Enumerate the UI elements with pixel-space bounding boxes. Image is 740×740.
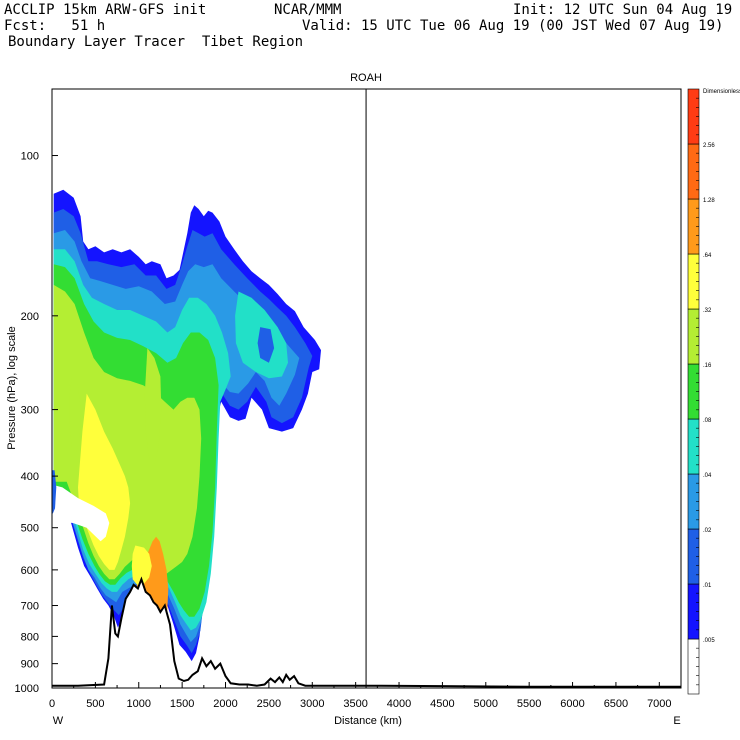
colorbar-label: .04	[703, 473, 712, 479]
tracer-field	[52, 189, 321, 664]
y-tick-label: 400	[21, 471, 39, 483]
x-tick-label: 3500	[343, 698, 367, 710]
x-left-label: W	[53, 715, 64, 727]
x-tick-label: 500	[86, 698, 104, 710]
x-tick-label: 5500	[517, 698, 541, 710]
x-right-label: E	[673, 715, 680, 727]
tracer-contour-band	[69, 376, 81, 452]
x-tick-label: 1000	[127, 698, 151, 710]
colorbar: .005 .01 .02 .04 .08 .16 .32 .64 1.28 2.56 Dimensi…	[687, 88, 740, 695]
y-tick-label: 700	[21, 601, 39, 613]
init-label: Init: 12 UTC Sun 04 Aug 19	[513, 2, 733, 18]
x-tick-label: 0	[49, 698, 55, 710]
tracer-contour-band	[144, 348, 162, 465]
x-tick-label: 7000	[647, 698, 671, 710]
chart-title: ROAH	[350, 72, 382, 84]
valid-label: Valid: 15 UTC Tue 06 Aug 19 (00 JST Wed …	[302, 18, 724, 34]
y-tick-label: 100	[21, 151, 39, 163]
agency-label: NCAR/MMM	[274, 2, 342, 18]
colorbar-label: .005	[703, 638, 715, 644]
colorbar-label: .16	[703, 363, 712, 369]
x-tick-label: 6500	[604, 698, 628, 710]
colorbar-label: Dimensionless	[703, 89, 740, 95]
x-tick-label: 3000	[300, 698, 324, 710]
product-label: Boundary Layer Tracer Tibet Region	[8, 34, 304, 50]
y-tick-label: 300	[21, 405, 39, 417]
colorbar-label: .08	[703, 418, 712, 424]
tracer-contour-band	[257, 327, 275, 363]
y-tick-label: 200	[21, 311, 39, 323]
x-axis: 0 500 1000 1500 2000 2500 3000 3500 4000 4500 5000…	[49, 682, 672, 710]
plot-frame	[51, 88, 682, 689]
x-tick-label: 2500	[257, 698, 281, 710]
y-tick-label: 800	[21, 631, 39, 643]
colorbar-label: 2.56	[703, 143, 715, 149]
x-tick-label: 4500	[430, 698, 454, 710]
y-axis: 100 200 300 400 500 600 700 800 900 1000	[15, 151, 58, 695]
y-tick-label: 900	[21, 659, 39, 671]
colorbar-label: .02	[703, 528, 712, 534]
terrain-fill	[52, 579, 681, 688]
x-tick-label: 1500	[170, 698, 194, 710]
colorbar-label: .64	[703, 253, 712, 259]
tracer-contour-band	[131, 545, 152, 585]
model-label: ACCLIP 15km ARW-GFS init	[4, 2, 207, 18]
y-tick-label: 500	[21, 523, 39, 535]
colorbar-label: 1.28	[703, 198, 715, 204]
colorbar-label: .01	[703, 583, 712, 589]
y-tick-label: 1000	[15, 683, 39, 695]
tracer-contour-band	[52, 484, 110, 542]
x-tick-label: 6000	[560, 698, 584, 710]
x-axis-label: Distance (km)	[334, 715, 402, 727]
x-tick-label: 4000	[387, 698, 411, 710]
forecast-label: Fcst: 51 h	[4, 18, 106, 34]
colorbar-label: .32	[703, 308, 712, 314]
tracer-contour-band	[52, 470, 57, 514]
y-axis-label: Pressure (hPa), log scale	[6, 326, 18, 450]
x-tick-label: 2000	[213, 698, 237, 710]
terrain-profile	[52, 576, 681, 688]
y-tick-label: 600	[21, 565, 39, 577]
x-tick-label: 5000	[474, 698, 498, 710]
